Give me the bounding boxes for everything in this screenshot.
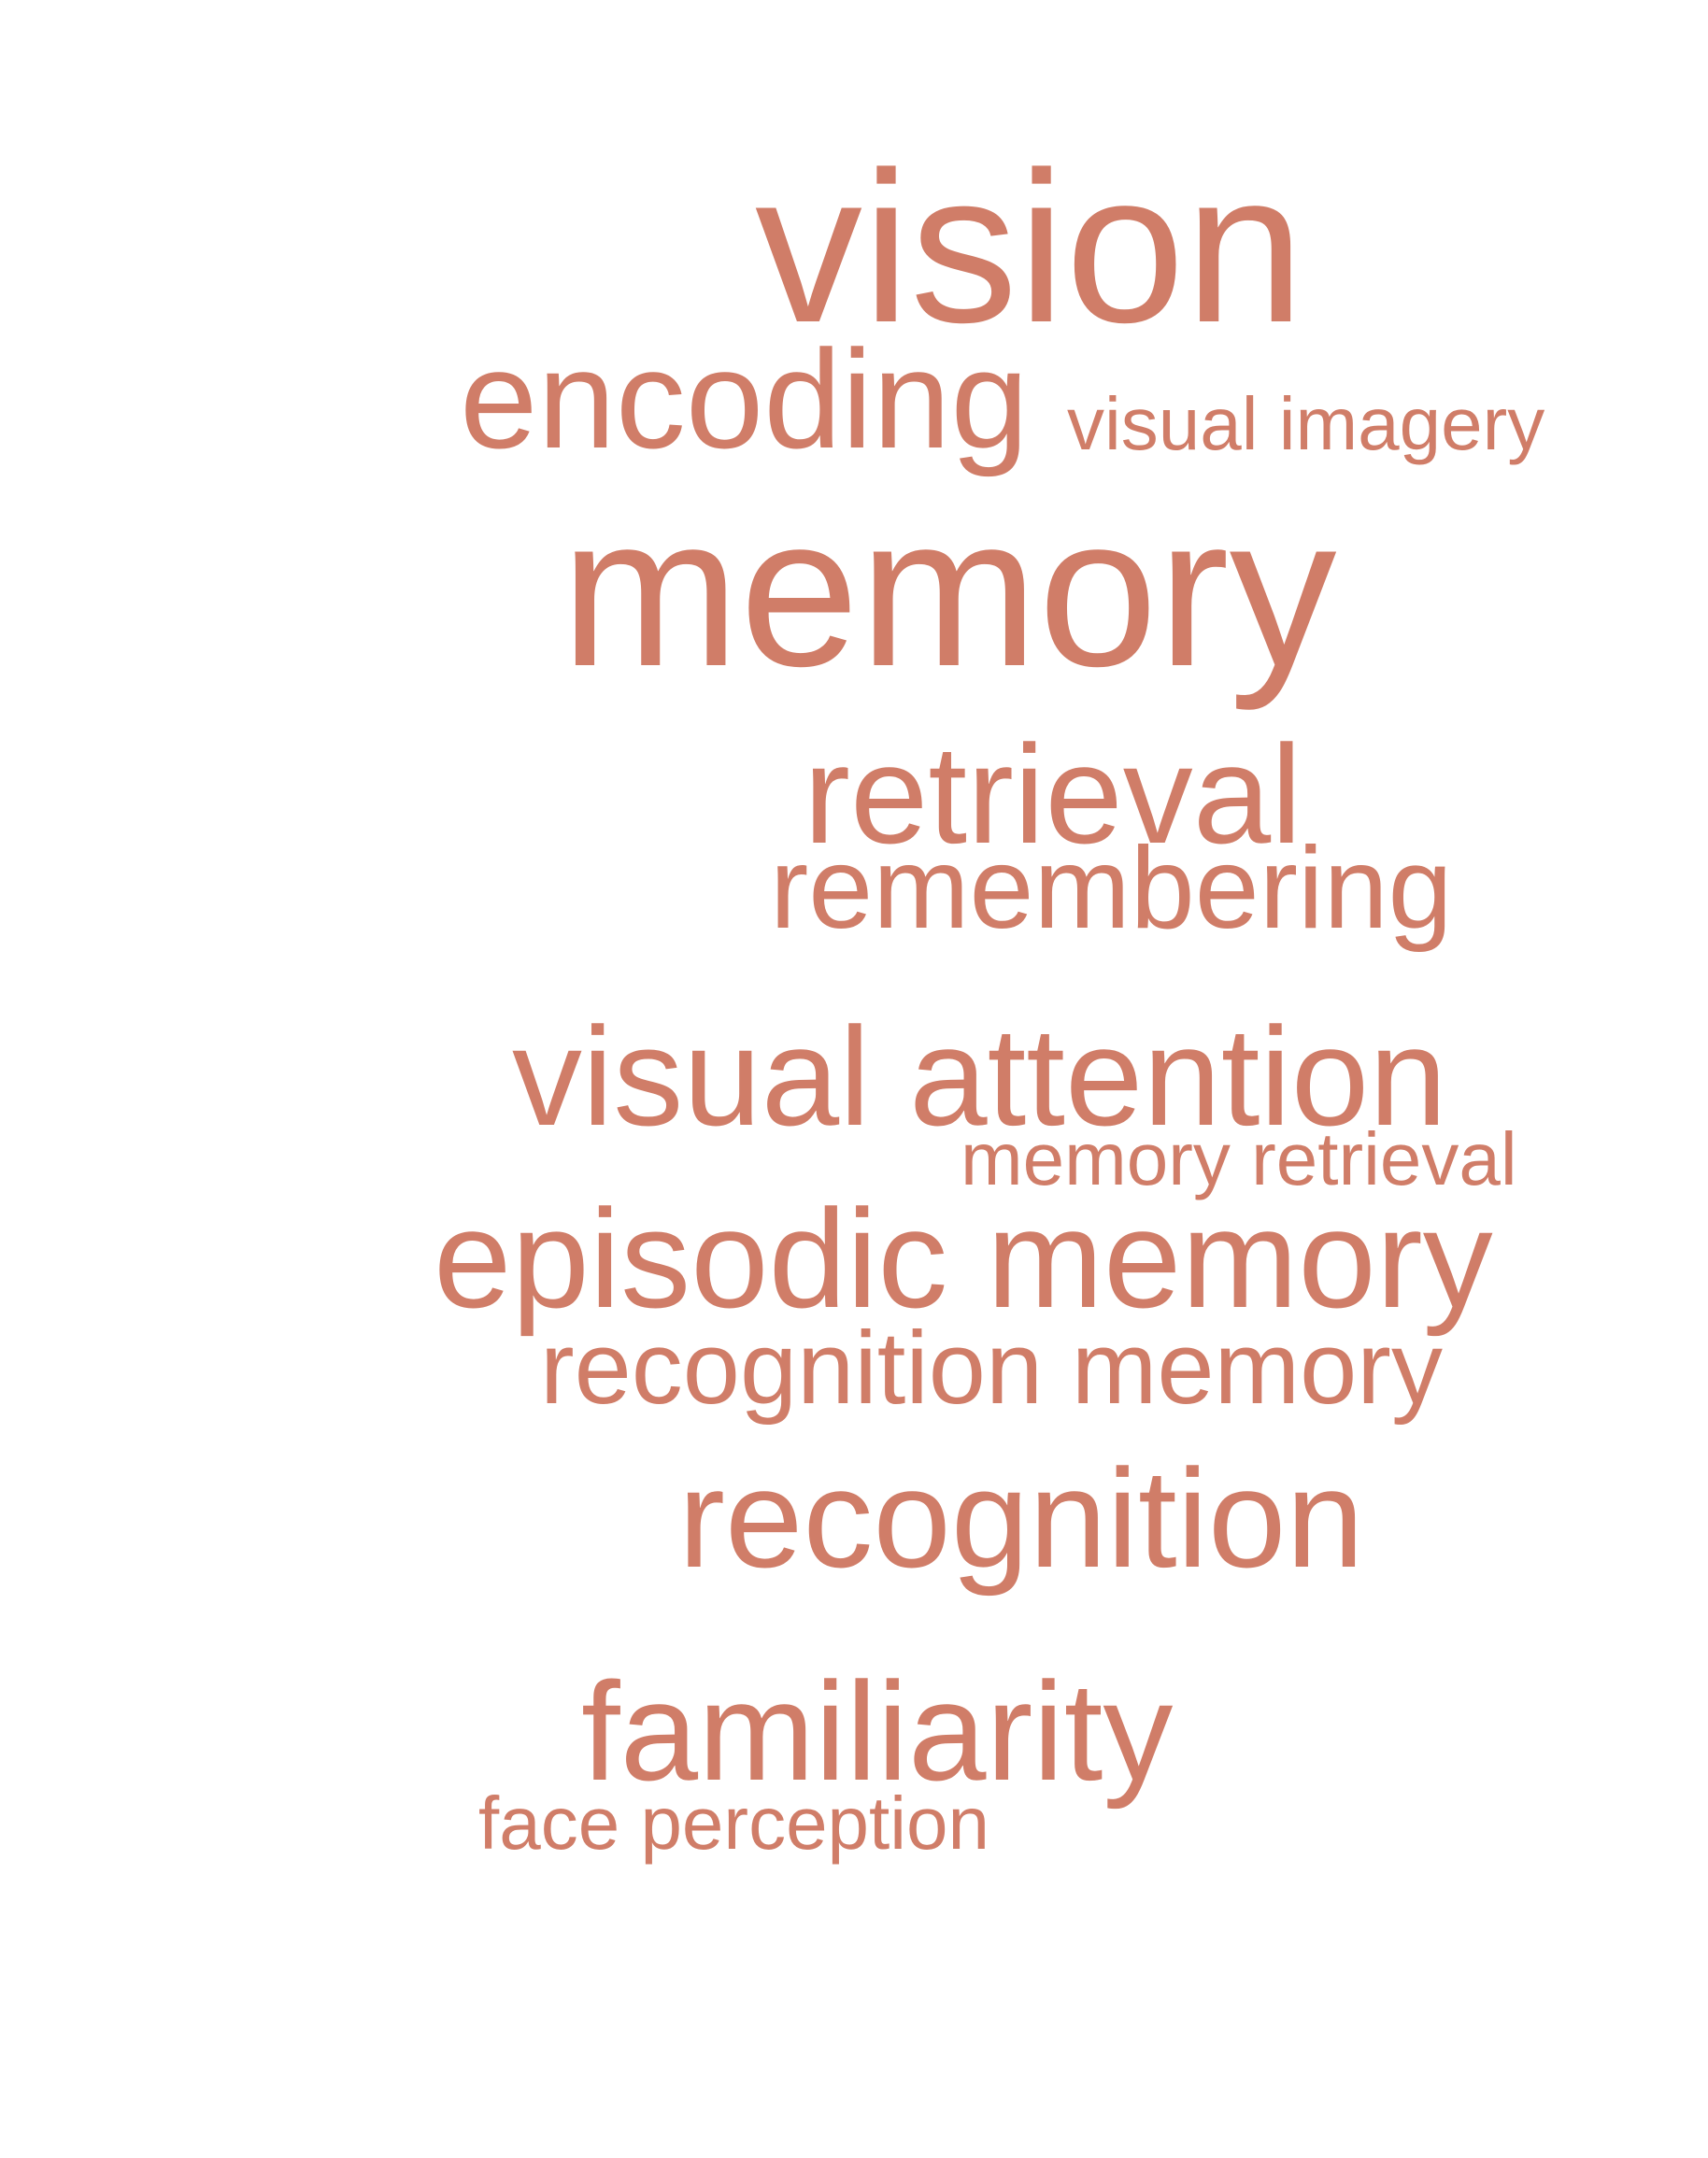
word-memory-retrieval: memory retrieval [961, 1117, 1517, 1200]
word-recognition: recognition [678, 1440, 1364, 1597]
word-memory: memory [561, 471, 1337, 711]
word-familiarity: familiarity [581, 1653, 1174, 1810]
word-face-perception: face perception [478, 1782, 990, 1865]
word-vision: vision [755, 127, 1305, 367]
word-visual-imagery: visual imagery [1067, 382, 1545, 465]
word-recognition-memory: recognition memory [540, 1311, 1443, 1426]
word-encoding: encoding [460, 320, 1029, 477]
word-episodic-memory: episodic memory [434, 1180, 1493, 1337]
word-visual-attention: visual attention [512, 998, 1447, 1155]
word-retrieval: retrieval [804, 716, 1302, 873]
word-remembering: remembering [770, 824, 1453, 953]
